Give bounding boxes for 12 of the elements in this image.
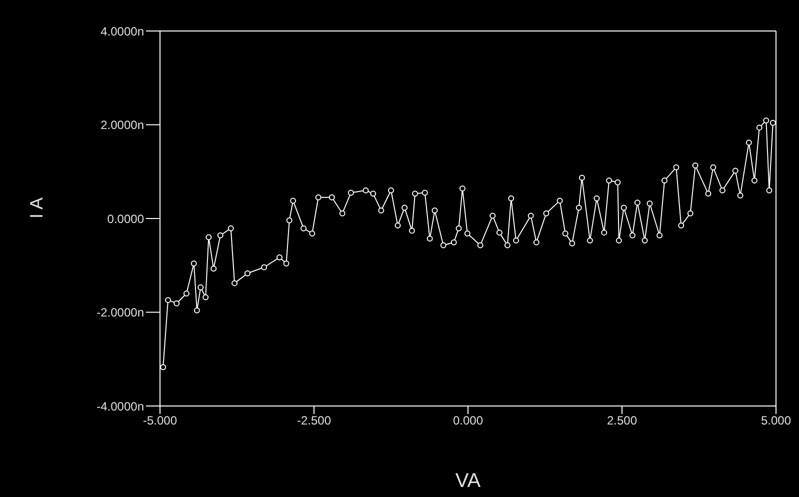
y-tick-label: 0.0000	[107, 212, 144, 226]
y-tick-label: 4.0000n	[100, 24, 144, 38]
x-tick-label: 2.500	[606, 414, 638, 428]
x-tick-label: 5.000	[760, 414, 792, 428]
y-tick-label: -2.0000n	[96, 306, 144, 320]
x-tick-label: -2.500	[296, 414, 332, 428]
x-tick-label: 0.000	[452, 414, 484, 428]
y-axis-title: I A	[26, 197, 46, 218]
x-axis-title: VA	[455, 470, 482, 492]
y-tick-label: -4.0000n	[96, 399, 144, 414]
y-tick-label: 2.0000n	[100, 118, 144, 132]
x-tick-label: -5.000	[142, 414, 178, 428]
